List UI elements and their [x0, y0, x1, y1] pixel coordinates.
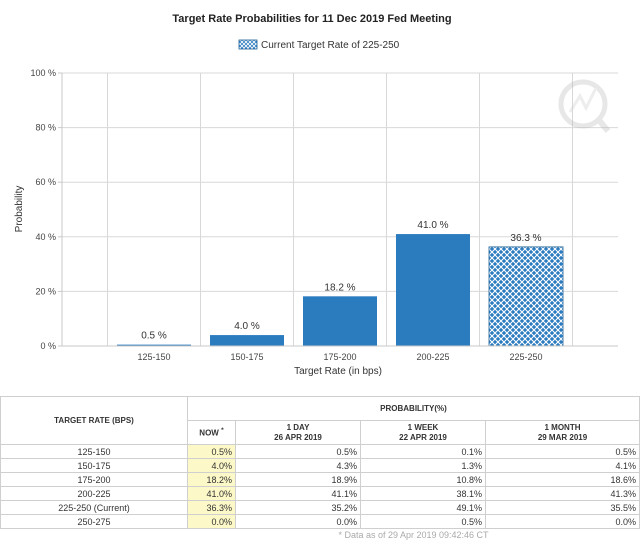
y-tick-label: 80 %: [35, 123, 56, 133]
footnote-spacer: [0, 530, 187, 544]
column-date: 26 APR 2019: [274, 432, 322, 442]
cell-1-month: 18.6%: [485, 472, 640, 487]
bar-200-225[interactable]: [396, 234, 470, 346]
x-axis-ticks: 125-150 150-175 175-200 200-225 225-250: [137, 352, 542, 362]
x-tick-label: 150-175: [230, 352, 263, 362]
cell-1-day: 0.5%: [235, 444, 361, 459]
row-rate: 200-225: [0, 486, 188, 501]
rate-column-header: TARGET RATE (BPS): [0, 396, 188, 445]
bar-125-150[interactable]: [117, 344, 191, 346]
cell-1-day: 4.3%: [235, 458, 361, 473]
table-row: 150-175 4.0% 4.3% 1.3% 4.1%: [0, 458, 640, 473]
row-rate: 250-275: [0, 514, 188, 529]
table-row: 200-225 41.0% 41.1% 38.1% 41.3%: [0, 486, 640, 501]
column-header-1-month: 1 MONTH 29 MAR 2019: [485, 420, 640, 445]
legend-label: Current Target Rate of 225-250: [261, 40, 400, 51]
column-header-now: NOW *: [187, 420, 236, 445]
row-rate: 225-250 (Current): [0, 500, 188, 515]
cell-1-day: 41.1%: [235, 486, 361, 501]
table-row: 175-200 18.2% 18.9% 10.8% 18.6%: [0, 472, 640, 487]
y-tick-label: 0 %: [40, 341, 56, 351]
cell-1-week: 1.3%: [360, 458, 486, 473]
y-axis-label: Probability: [14, 186, 25, 233]
column-label: 1 DAY: [286, 422, 310, 432]
chart-title: Target Rate Probabilities for 11 Dec 201…: [172, 13, 451, 25]
bars: [117, 234, 564, 347]
y-axis-ticks: 0 % 20 % 40 % 60 % 80 % 100 %: [30, 68, 62, 351]
cell-1-month: 4.1%: [485, 458, 640, 473]
column-date: 22 APR 2019: [399, 432, 447, 442]
x-axis-label: Target Rate (in bps): [294, 366, 382, 377]
data-labels: 0.5 % 4.0 % 18.2 % 41.0 % 36.3 %: [141, 220, 541, 342]
cell-1-week: 49.1%: [360, 500, 486, 515]
watermark-logo-icon: [558, 79, 611, 133]
y-tick-label: 60 %: [35, 177, 56, 187]
column-date: 29 MAR 2019: [537, 432, 588, 442]
data-label-175-200: 18.2 %: [324, 282, 355, 293]
cell-1-day: 0.0%: [235, 514, 361, 529]
data-label-200-225: 41.0 %: [417, 220, 448, 231]
row-rate: 150-175: [0, 458, 188, 473]
cell-1-week: 10.8%: [360, 472, 486, 487]
data-label-125-150: 0.5 %: [141, 331, 167, 342]
y-tick-label: 20 %: [35, 286, 56, 296]
bar-175-200[interactable]: [303, 296, 377, 346]
row-rate: 125-150: [0, 444, 188, 459]
cell-now: 4.0%: [187, 458, 236, 473]
row-rate: 175-200: [0, 472, 188, 487]
cell-now: 36.3%: [187, 500, 236, 515]
data-timestamp-footnote: * Data as of 29 Apr 2019 09:42:46 CT: [338, 530, 489, 540]
footnote-marker: *: [221, 427, 224, 435]
column-label: 1 WEEK: [407, 422, 439, 432]
x-tick-label: 225-250: [509, 352, 542, 362]
y-tick-label: 40 %: [35, 232, 56, 242]
probability-header: PROBABILITY(%): [187, 396, 640, 421]
column-label: 1 MONTH: [544, 422, 581, 432]
cell-1-day: 18.9%: [235, 472, 361, 487]
bar-150-175[interactable]: [210, 335, 284, 346]
data-label-150-175: 4.0 %: [234, 321, 260, 332]
column-label: NOW: [199, 428, 219, 438]
cell-now: 0.0%: [187, 514, 236, 529]
y-tick-label: 100 %: [30, 68, 56, 78]
cell-1-day: 35.2%: [235, 500, 361, 515]
column-header-1-day: 1 DAY 26 APR 2019: [235, 420, 361, 445]
probability-table: TARGET RATE (BPS) PROBABILITY(%) NOW * 1…: [0, 396, 640, 529]
table-row: 125-150 0.5% 0.5% 0.1% 0.5%: [0, 444, 640, 459]
data-label-225-250: 36.3 %: [510, 233, 541, 244]
bar-chart: Target Rate Probabilities for 11 Dec 201…: [14, 13, 618, 377]
cell-1-month: 35.5%: [485, 500, 640, 515]
table-row: 250-275 0.0% 0.0% 0.5% 0.0%: [0, 514, 640, 529]
cell-1-week: 38.1%: [360, 486, 486, 501]
table-row: 225-250 (Current) 36.3% 35.2% 49.1% 35.5…: [0, 500, 640, 515]
cell-1-week: 0.5%: [360, 514, 486, 529]
cell-now: 18.2%: [187, 472, 236, 487]
x-tick-label: 125-150: [137, 352, 170, 362]
cell-1-month: 0.5%: [485, 444, 640, 459]
bar-225-250[interactable]: [488, 246, 564, 347]
chart-area: Target Rate Probabilities for 11 Dec 201…: [14, 13, 618, 377]
legend[interactable]: Current Target Rate of 225-250: [238, 39, 400, 51]
cell-1-month: 41.3%: [485, 486, 640, 501]
cell-now: 0.5%: [187, 444, 236, 459]
cell-1-week: 0.1%: [360, 444, 486, 459]
column-header-1-week: 1 WEEK 22 APR 2019: [360, 420, 486, 445]
cell-1-month: 0.0%: [485, 514, 640, 529]
table-header-row: TARGET RATE (BPS) PROBABILITY(%): [0, 396, 640, 445]
legend-swatch: [238, 39, 258, 50]
x-tick-label: 200-225: [416, 352, 449, 362]
cell-now: 41.0%: [187, 486, 236, 501]
x-tick-label: 175-200: [323, 352, 356, 362]
